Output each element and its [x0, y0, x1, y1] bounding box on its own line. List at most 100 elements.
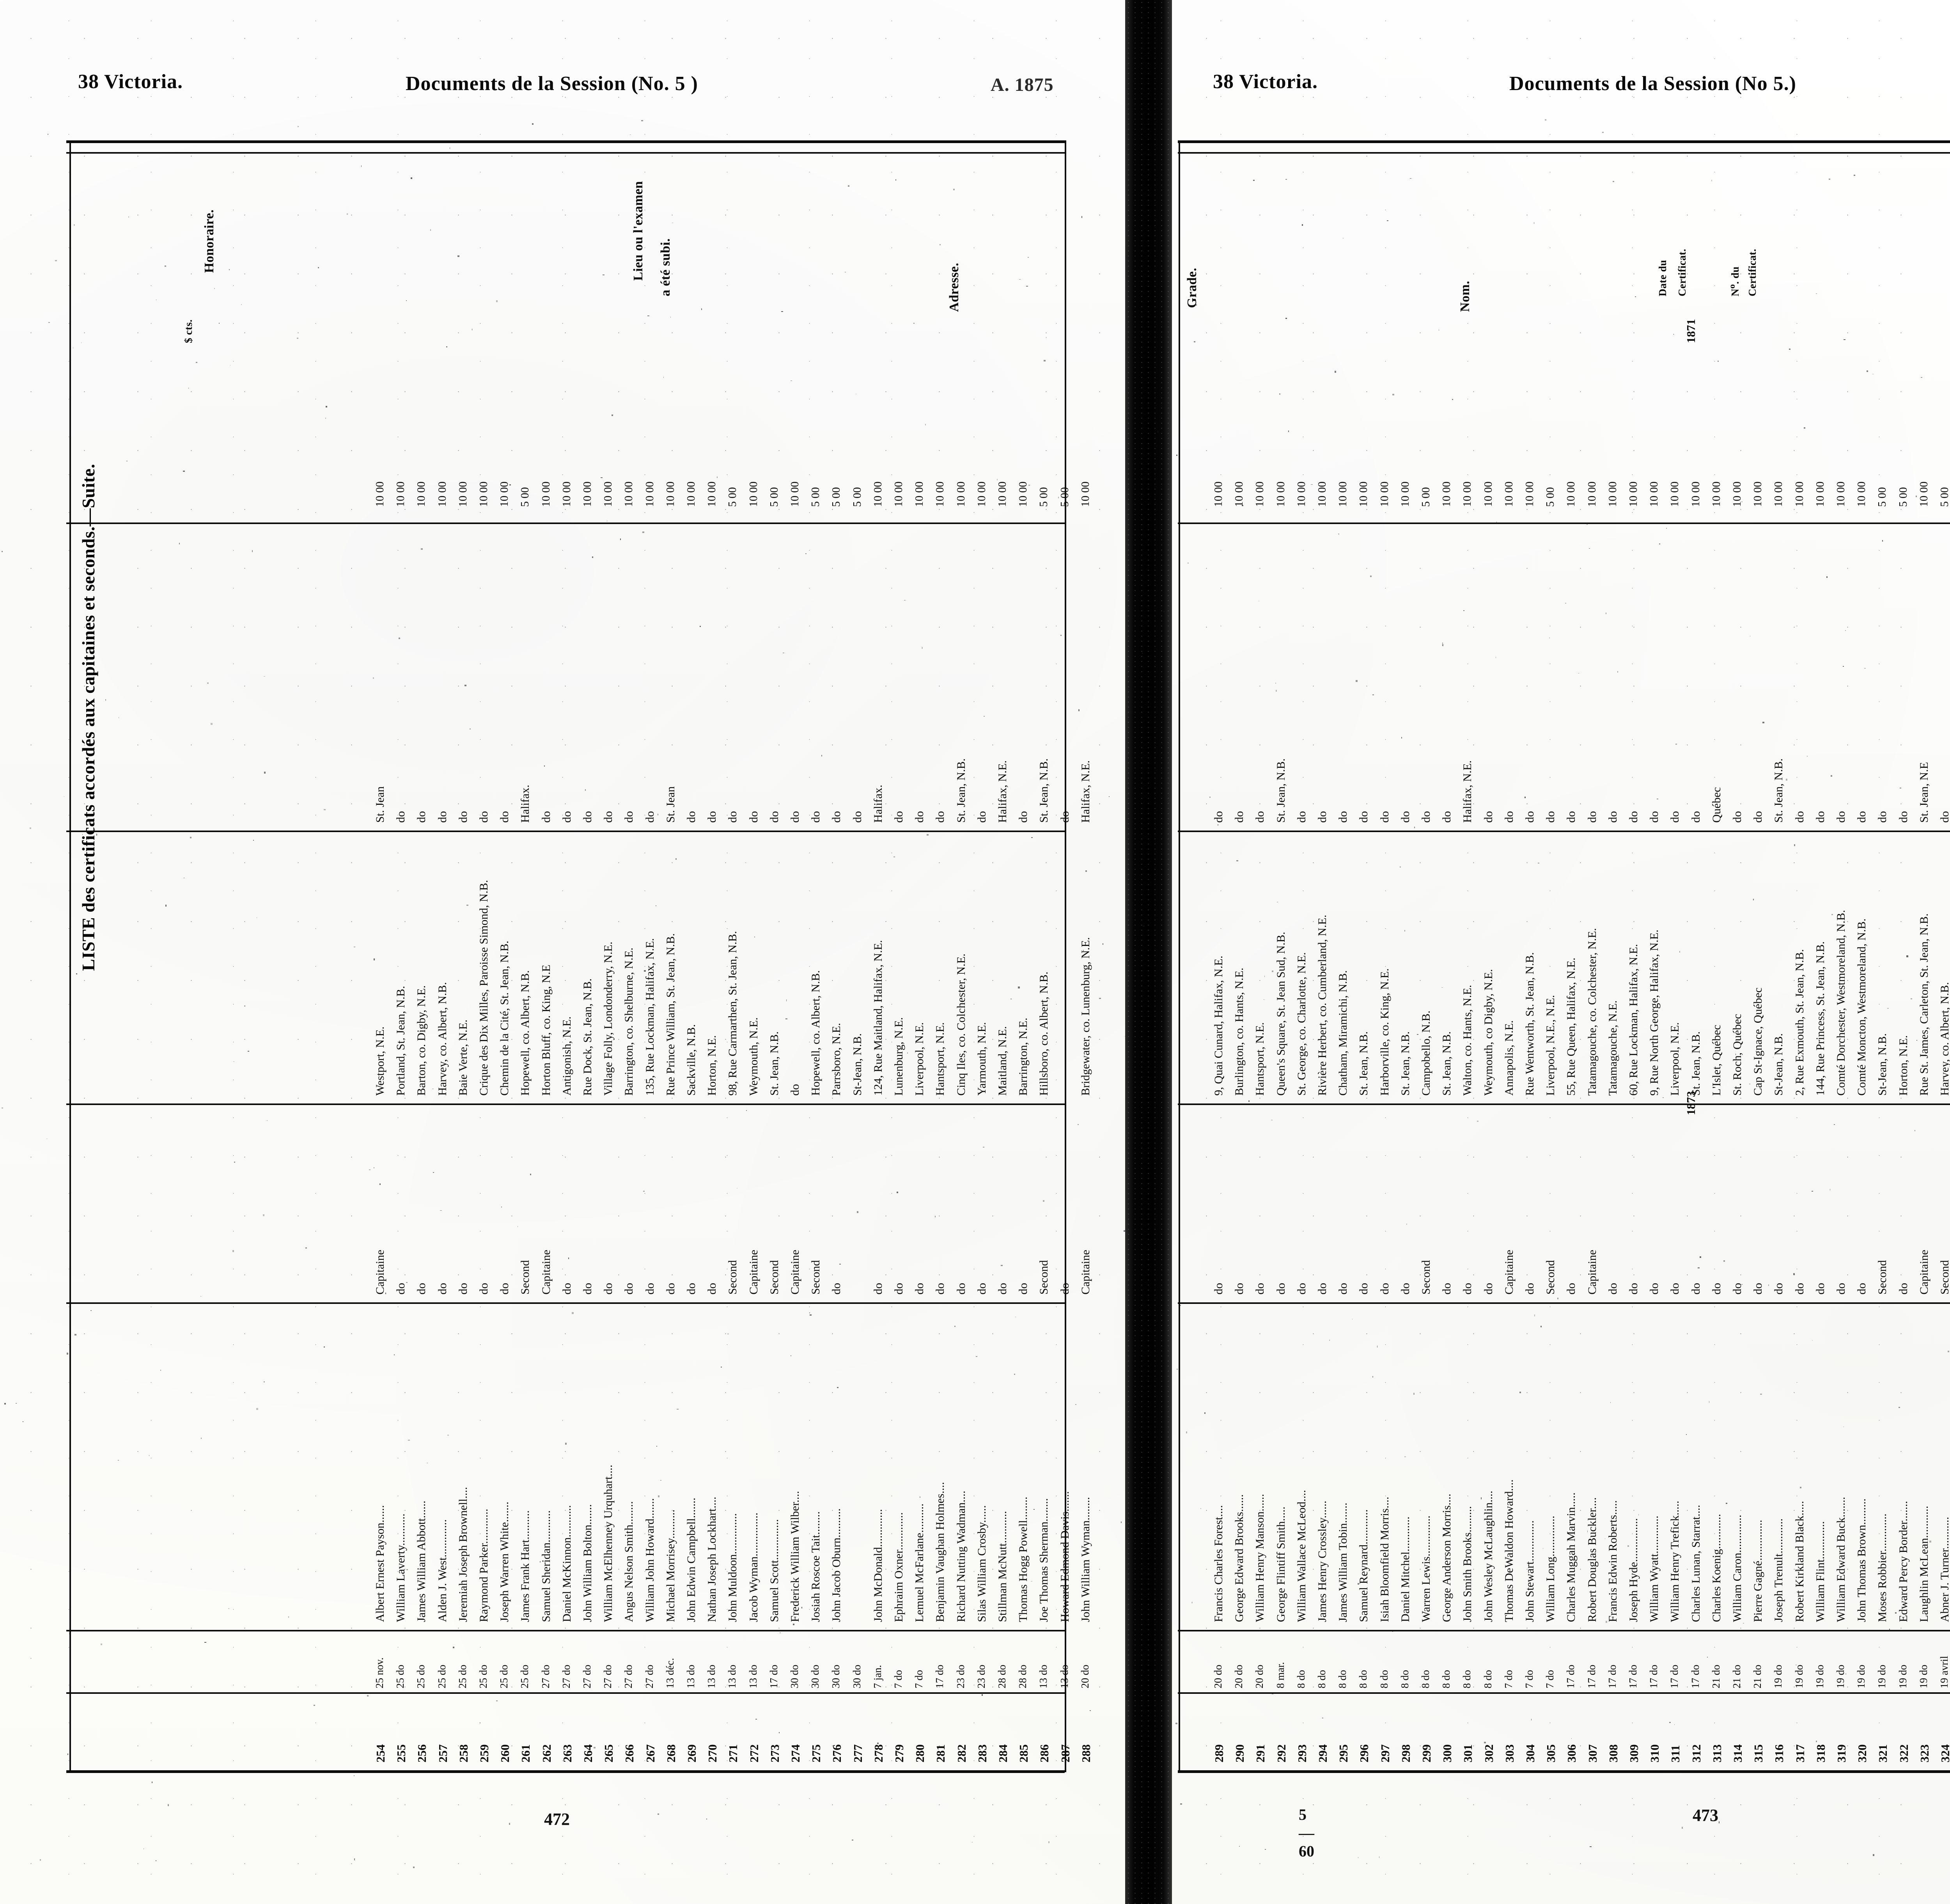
ink-fleck — [1083, 950, 1084, 951]
ink-fleck — [1248, 1100, 1250, 1102]
ink-fleck — [1545, 119, 1546, 120]
cell-nom: Silas William Crosby...... — [975, 1505, 988, 1622]
ink-fleck — [30, 827, 31, 829]
ink-fleck — [1099, 998, 1101, 999]
ink-fleck — [1663, 1097, 1664, 1098]
cell-honoraire: 10 00 — [975, 481, 988, 507]
cell-nom: John Edwin Campbell....... — [685, 1497, 698, 1622]
cell-date-certificat: 8 do — [1337, 1670, 1349, 1688]
cell-nom: Robert Douglas Buckler.... — [1585, 1497, 1599, 1622]
cell-nom: John Stewart.............. — [1523, 1520, 1536, 1622]
ink-fleck — [1372, 694, 1374, 695]
cell-date-certificat: 8 do — [1357, 1670, 1369, 1688]
ink-fleck — [1356, 680, 1358, 682]
ink-fleck — [1186, 1431, 1187, 1433]
cell-lieu-examen: do — [581, 811, 594, 823]
ink-fleck — [466, 905, 468, 906]
cell-nom: Joe Thomas Sherman........ — [1037, 1498, 1051, 1622]
ink-fleck — [1829, 179, 1830, 180]
ink-fleck — [496, 1700, 498, 1701]
ink-fleck — [793, 1624, 794, 1625]
ink-fleck — [354, 1775, 355, 1776]
cell-no-certificat: 276 — [830, 1744, 844, 1763]
ink-fleck — [1352, 1319, 1353, 1320]
cell-grade: do — [1337, 1283, 1350, 1295]
cell-honoraire: 5 00 — [1420, 487, 1432, 507]
ink-fleck — [848, 185, 849, 187]
ink-fleck — [953, 189, 955, 190]
ink-fleck — [1048, 1841, 1049, 1843]
cell-lieu-examen: do — [1523, 811, 1536, 823]
cell-adresse: 98, Rue Carmarthen, St. Jean, N.B. — [726, 931, 739, 1096]
ink-fleck — [1723, 1260, 1725, 1262]
ink-fleck — [1160, 531, 1161, 533]
cell-nom: Moses Robbier............. — [1876, 1513, 1889, 1622]
ink-fleck — [1627, 1545, 1629, 1547]
ink-fleck — [1895, 1612, 1897, 1614]
cell-grade: do — [685, 1283, 698, 1295]
ink-fleck — [1602, 132, 1604, 133]
ink-fleck — [895, 179, 896, 181]
ink-fleck — [1078, 1124, 1079, 1125]
cell-date-certificat: 25 do — [394, 1665, 406, 1688]
cell-lieu-examen: do — [747, 811, 760, 823]
ink-fleck — [954, 1326, 956, 1327]
ink-fleck — [1477, 1121, 1478, 1122]
cell-no-certificat: 256 — [415, 1744, 429, 1763]
cell-grade: Capitaine — [747, 1250, 760, 1295]
ink-fleck — [656, 1446, 657, 1447]
ink-fleck — [1406, 1224, 1407, 1225]
cell-honoraire: 5 00 — [1938, 487, 1950, 507]
ink-fleck — [658, 1814, 659, 1815]
ink-fleck — [1840, 1082, 1841, 1084]
cell-grade: do — [1523, 1283, 1536, 1295]
ink-fleck — [67, 1753, 68, 1755]
ink-fleck — [1916, 496, 1917, 497]
cell-honoraire: 10 00 — [892, 481, 905, 507]
cell-nom: Isiah Bloomfield Morris.... — [1378, 1497, 1391, 1622]
ink-fleck — [1921, 377, 1922, 378]
ink-fleck — [1531, 1719, 1532, 1720]
ink-fleck — [1916, 1040, 1917, 1041]
ink-fleck — [700, 626, 701, 627]
cell-nom: Thomas Hogg Powell........ — [1017, 1497, 1030, 1622]
ink-fleck — [565, 1443, 567, 1445]
cell-honoraire: 10 00 — [1835, 481, 1847, 507]
cell-lieu-examen: St. Jean, N.B. — [954, 758, 968, 823]
ink-fleck — [179, 543, 180, 544]
cell-date-certificat: 8 do — [1461, 1670, 1473, 1688]
ink-fleck — [1163, 611, 1165, 612]
cell-lieu-examen: do — [643, 811, 656, 823]
ink-fleck — [1831, 775, 1832, 777]
cell-adresse: 9, Quai Cunard, Halifax, N.E. — [1212, 955, 1225, 1096]
cell-no-certificat: 312 — [1689, 1744, 1703, 1763]
cell-adresse: Rue Wentworth, St. Jean, N.B. — [1523, 952, 1536, 1096]
cell-lieu-examen: do — [1876, 811, 1889, 823]
cell-date-certificat: 8 do — [1482, 1670, 1494, 1688]
cell-nom: Charles Muggah Marvin..... — [1565, 1492, 1578, 1622]
cell-honoraire: 10 00 — [1668, 481, 1681, 507]
cell-adresse: Barton, co. Digby, N.E. — [415, 985, 428, 1096]
col-header-grade: Grade. — [1185, 267, 1199, 308]
ink-fleck — [660, 1480, 661, 1481]
cell-date-certificat: 19 do — [1876, 1665, 1888, 1688]
ink-fleck — [1590, 1846, 1592, 1847]
cell-date-certificat: 13 do — [1037, 1665, 1049, 1688]
cell-lieu-examen: St. Jean, N.B. — [1037, 758, 1051, 823]
cell-adresse: 124, Rue Maitland, Halifax, N.E. — [871, 940, 885, 1096]
ink-fleck — [90, 1310, 92, 1311]
cell-honoraire: 10 00 — [1565, 481, 1578, 507]
ink-fleck — [229, 269, 230, 270]
cell-no-certificat: 296 — [1357, 1744, 1371, 1763]
cell-nom: James Frank Hart.......... — [519, 1510, 532, 1622]
cell-lieu-examen: St. Jean — [664, 786, 677, 823]
cell-grade: do — [975, 1283, 988, 1295]
cell-lieu-examen: do — [1440, 811, 1454, 823]
ink-fleck — [1329, 1340, 1330, 1341]
cell-no-certificat: 267 — [643, 1744, 657, 1763]
ink-fleck — [406, 300, 407, 301]
ink-fleck — [1807, 756, 1808, 757]
cell-date-certificat: 7 do — [892, 1670, 904, 1688]
ink-fleck — [775, 1680, 776, 1681]
cell-lieu-examen: do — [1585, 811, 1599, 823]
